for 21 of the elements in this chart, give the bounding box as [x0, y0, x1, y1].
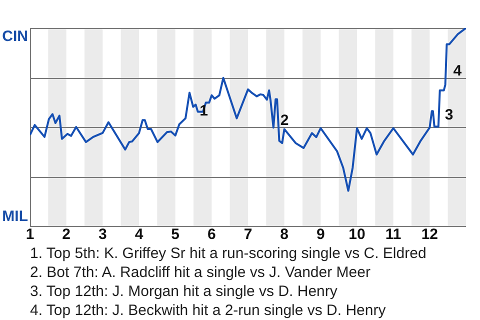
annotation: 4 [453, 62, 462, 80]
text: 1. Top 5th: K. Griffey Sr hit a run-scoring single vs C. Eldred [30, 244, 428, 263]
x-tick-label: 12 [421, 226, 438, 244]
x-tick-label: 5 [171, 226, 180, 244]
text: CIN [2, 28, 28, 46]
x-tick-label: 1 [26, 226, 34, 244]
x-tick-label: 2 [62, 226, 71, 244]
x-tick-label: 4 [134, 226, 144, 244]
annotation: 3 [444, 106, 454, 124]
x-tick-label: 10 [348, 226, 366, 244]
x-tick-label: 9 [316, 226, 325, 244]
x-tick-label: 7 [244, 226, 252, 244]
x-tick-label: 3 [98, 226, 107, 244]
text: 3. Top 12th: J. Morgan hit a single vs D. Henry [30, 282, 338, 301]
x-tick-label: 11 [385, 226, 402, 244]
text: MIL [2, 208, 28, 226]
x-tick-label: 8 [280, 226, 289, 244]
annotation: 2 [280, 112, 289, 130]
x-tick-label: 6 [207, 226, 216, 244]
text: 4. Top 12th: J. Beckwith hit a 2-run single vs D. Henry [30, 301, 387, 320]
text: 2. Bot 7th: A. Radcliff hit a single vs J. Vander Meer [30, 263, 372, 282]
